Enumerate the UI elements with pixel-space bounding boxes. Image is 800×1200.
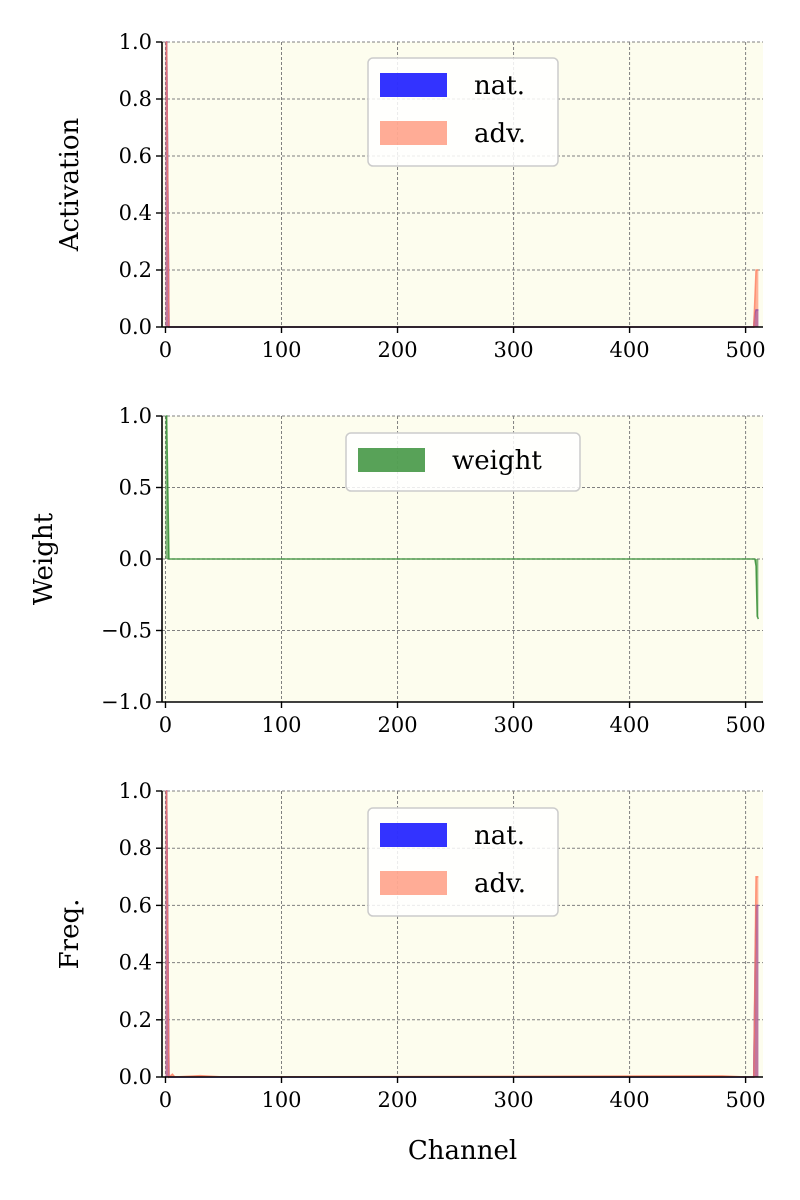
legend-label-nat: nat. xyxy=(474,71,525,101)
legend-label-adv: adv. xyxy=(474,869,526,899)
x-tick-label: 400 xyxy=(610,713,650,737)
y-axis-label: Activation xyxy=(55,118,85,253)
x-tick-label: 200 xyxy=(377,338,417,362)
y-tick-label: 1.0 xyxy=(119,30,152,54)
x-tick-label: 0 xyxy=(159,1088,172,1112)
subplot-2: −1.0 −0.5 0.0 0.5 1.0 0 100 200 300 400 500 Weight w… xyxy=(29,404,766,737)
y-tick-label: 0.2 xyxy=(119,1008,152,1032)
legend: weight xyxy=(345,432,581,492)
y-tick-label: 0.0 xyxy=(119,315,152,339)
x-tick-label: 100 xyxy=(261,1088,301,1112)
legend-swatch-weight xyxy=(358,448,425,472)
y-tick-label: −0.5 xyxy=(101,619,152,643)
subplot-3: 0.0 0.2 0.4 0.6 0.8 1.0 0 100 200 300 400 500 Freq. C… xyxy=(55,779,766,1166)
legend-swatch-adv xyxy=(380,871,447,895)
legend-swatch-nat xyxy=(380,73,447,97)
y-tick-label: 0.4 xyxy=(119,951,152,975)
legend-label-adv: adv. xyxy=(474,119,526,149)
y-tick-label: −1.0 xyxy=(101,690,152,714)
x-tick-label: 300 xyxy=(494,1088,534,1112)
y-axis-label: Weight xyxy=(29,512,59,605)
y-tick-label: 0.5 xyxy=(119,476,152,500)
x-tick-label: 500 xyxy=(726,1088,766,1112)
x-tick-label: 0 xyxy=(159,338,172,362)
x-tick-label: 300 xyxy=(494,338,534,362)
subplot-1: 0.0 0.2 0.4 0.6 0.8 1.0 0 100 200 300 400 500 Activa… xyxy=(55,30,766,362)
x-tick-label: 300 xyxy=(494,713,534,737)
x-tick-label: 500 xyxy=(726,338,766,362)
x-tick-label: 200 xyxy=(377,1088,417,1112)
legend-swatch-adv xyxy=(380,121,447,145)
legend: nat. adv. xyxy=(367,57,559,167)
y-tick-label: 1.0 xyxy=(119,779,152,803)
x-axis-label: Channel xyxy=(408,1136,517,1166)
y-tick-label: 0.2 xyxy=(119,258,152,282)
x-tick-label: 500 xyxy=(726,713,766,737)
legend: nat. adv. xyxy=(367,807,559,917)
legend-label-weight: weight xyxy=(452,446,542,476)
x-tick-label: 100 xyxy=(261,338,301,362)
x-tick-label: 400 xyxy=(610,1088,650,1112)
x-tick-label: 100 xyxy=(261,713,301,737)
y-tick-label: 0.8 xyxy=(119,87,152,111)
legend-label-nat: nat. xyxy=(474,821,525,851)
x-tick-label: 0 xyxy=(159,713,172,737)
x-tick-label: 400 xyxy=(610,338,650,362)
y-tick-label: 0.0 xyxy=(119,1065,152,1089)
y-tick-label: 1.0 xyxy=(119,404,152,428)
legend-box xyxy=(345,432,581,492)
x-tick-label: 200 xyxy=(377,713,417,737)
y-tick-label: 0.4 xyxy=(119,201,152,225)
series-line-weight xyxy=(165,415,760,620)
y-tick-label: 0.6 xyxy=(119,144,152,168)
y-tick-label: 0.8 xyxy=(119,836,152,860)
y-tick-label: 0.0 xyxy=(119,547,152,571)
y-tick-label: 0.6 xyxy=(119,893,152,917)
legend-swatch-nat xyxy=(380,823,447,847)
y-axis-label: Freq. xyxy=(55,899,85,970)
